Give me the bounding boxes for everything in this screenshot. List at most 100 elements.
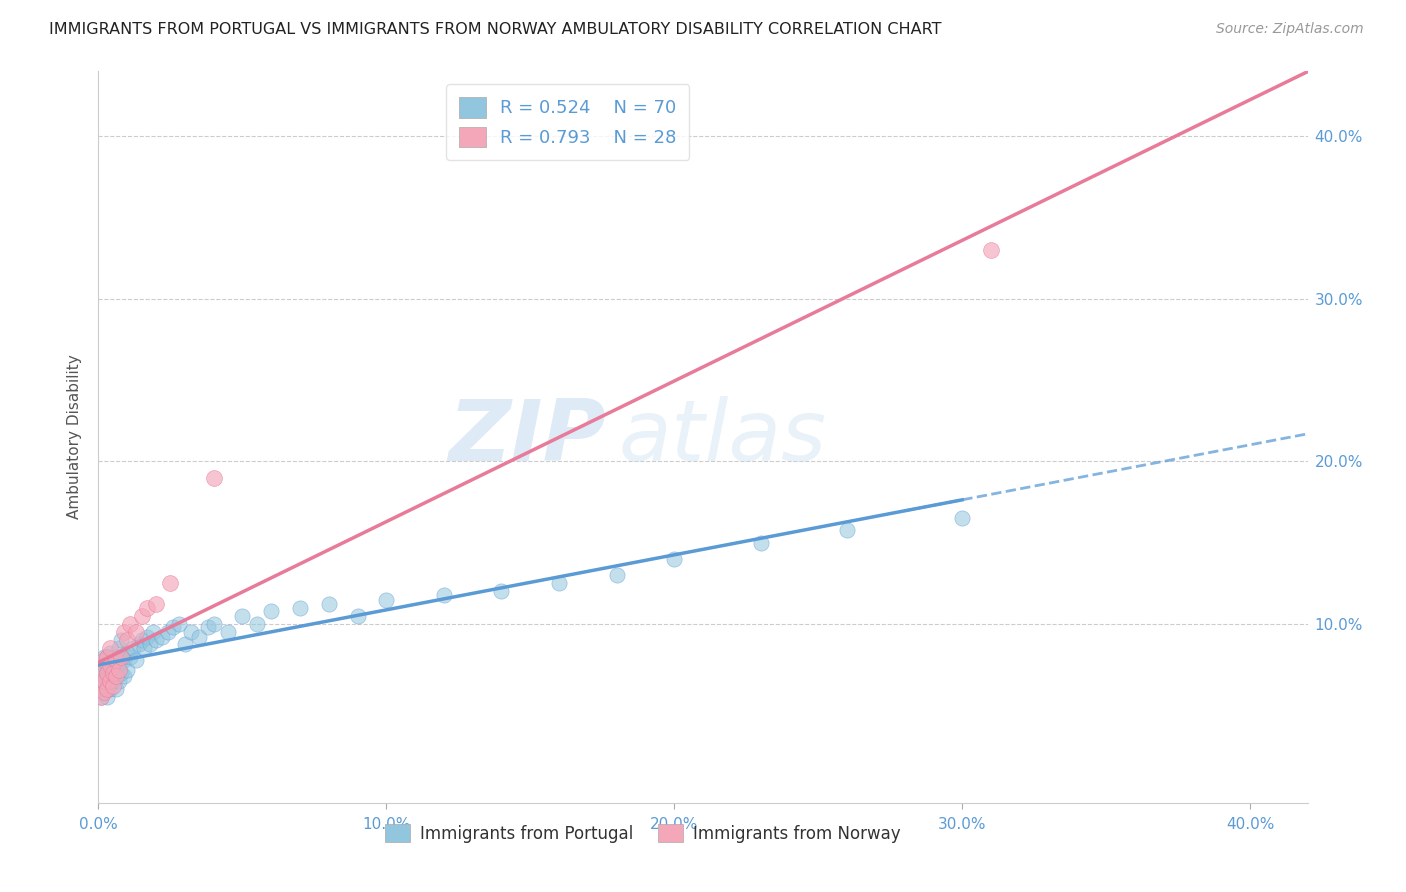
Point	[156, 625, 179, 640]
Point	[139, 636, 162, 650]
Point	[167, 617, 190, 632]
Point	[231, 608, 253, 623]
Point	[246, 617, 269, 632]
Point	[202, 617, 225, 632]
Point	[122, 641, 145, 656]
Point	[96, 649, 118, 664]
Point	[107, 641, 129, 656]
Point	[115, 633, 138, 648]
Point	[101, 679, 124, 693]
Point	[375, 592, 398, 607]
Point	[98, 673, 121, 688]
Point	[180, 625, 202, 640]
Point	[90, 690, 112, 705]
Point	[288, 600, 311, 615]
Point	[98, 641, 121, 656]
Point	[93, 673, 115, 688]
Point	[433, 588, 456, 602]
Point	[197, 620, 219, 634]
Point	[202, 471, 225, 485]
Point	[101, 663, 124, 677]
Point	[125, 625, 148, 640]
Point	[93, 649, 115, 664]
Point	[134, 641, 156, 656]
Legend: Immigrants from Portugal, Immigrants from Norway: Immigrants from Portugal, Immigrants fro…	[378, 817, 907, 849]
Point	[188, 630, 211, 644]
Point	[90, 665, 112, 680]
Point	[110, 649, 132, 664]
Point	[93, 665, 115, 680]
Point	[90, 673, 112, 688]
Point	[104, 653, 127, 667]
Point	[96, 665, 118, 680]
Point	[93, 673, 115, 688]
Point	[950, 511, 973, 525]
Point	[107, 657, 129, 672]
Point	[98, 681, 121, 696]
Text: ZIP: ZIP	[449, 395, 606, 479]
Point	[90, 681, 112, 696]
Point	[107, 663, 129, 677]
Point	[217, 625, 239, 640]
Point	[104, 665, 127, 680]
Point	[173, 636, 195, 650]
Point	[93, 653, 115, 667]
Point	[98, 669, 121, 683]
Point	[93, 657, 115, 672]
Point	[131, 633, 153, 648]
Point	[96, 681, 118, 696]
Point	[664, 552, 686, 566]
Point	[107, 673, 129, 688]
Point	[112, 669, 135, 683]
Point	[606, 568, 628, 582]
Point	[104, 653, 127, 667]
Point	[115, 663, 138, 677]
Point	[96, 649, 118, 664]
Point	[110, 665, 132, 680]
Point	[260, 604, 283, 618]
Point	[96, 690, 118, 705]
Point	[125, 653, 148, 667]
Point	[93, 685, 115, 699]
Point	[112, 653, 135, 667]
Text: atlas: atlas	[619, 395, 827, 479]
Point	[150, 630, 173, 644]
Point	[980, 243, 1002, 257]
Point	[162, 620, 184, 634]
Point	[491, 584, 513, 599]
Point	[90, 665, 112, 680]
Point	[104, 669, 127, 683]
Point	[96, 657, 118, 672]
Point	[835, 523, 858, 537]
Point	[98, 657, 121, 672]
Point	[96, 665, 118, 680]
Point	[145, 598, 167, 612]
Point	[145, 633, 167, 648]
Point	[136, 600, 159, 615]
Point	[749, 535, 772, 549]
Point	[90, 679, 112, 693]
Point	[128, 636, 150, 650]
Point	[104, 681, 127, 696]
Point	[110, 633, 132, 648]
Point	[120, 649, 142, 664]
Point	[96, 681, 118, 696]
Point	[98, 646, 121, 660]
Point	[101, 673, 124, 688]
Point	[110, 649, 132, 664]
Point	[318, 598, 340, 612]
Point	[96, 673, 118, 688]
Point	[120, 617, 142, 632]
Point	[548, 576, 571, 591]
Text: IMMIGRANTS FROM PORTUGAL VS IMMIGRANTS FROM NORWAY AMBULATORY DISABILITY CORRELA: IMMIGRANTS FROM PORTUGAL VS IMMIGRANTS F…	[49, 22, 942, 37]
Point	[131, 608, 153, 623]
Y-axis label: Ambulatory Disability: Ambulatory Disability	[67, 355, 83, 519]
Point	[101, 649, 124, 664]
Point	[115, 646, 138, 660]
Point	[93, 681, 115, 696]
Point	[90, 690, 112, 705]
Point	[159, 576, 181, 591]
Text: Source: ZipAtlas.com: Source: ZipAtlas.com	[1216, 22, 1364, 37]
Point	[112, 625, 135, 640]
Point	[98, 657, 121, 672]
